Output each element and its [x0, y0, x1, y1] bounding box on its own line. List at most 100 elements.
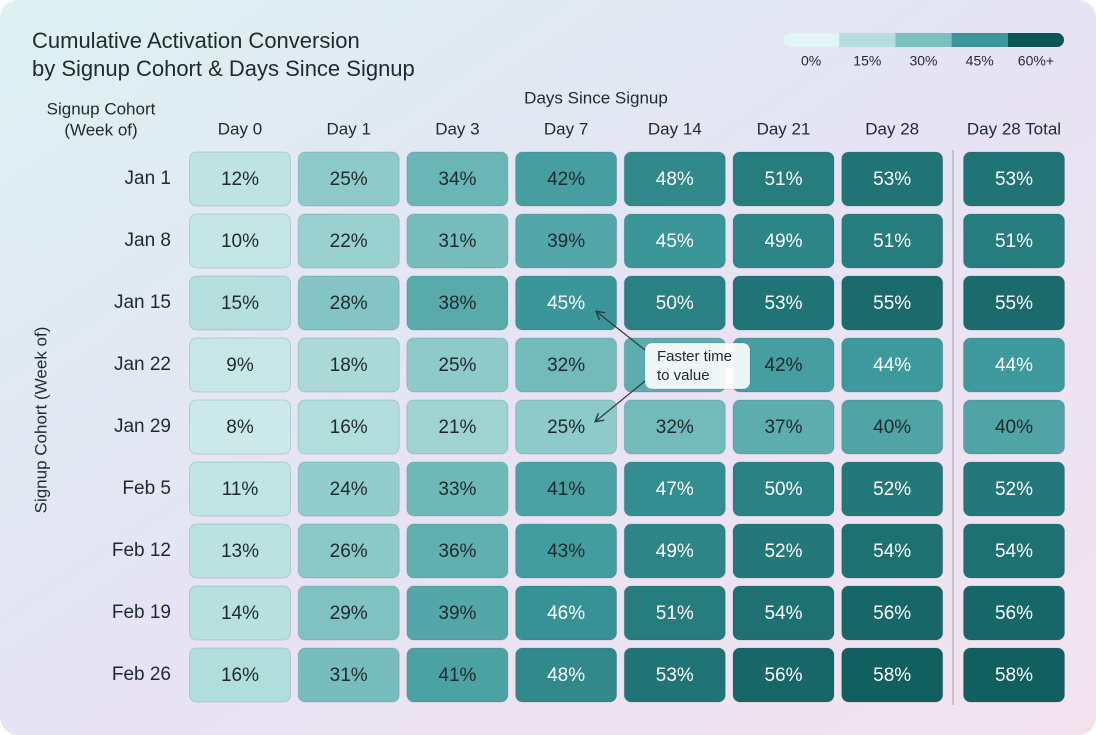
heatmap-cell — [515, 647, 618, 703]
heatmap-cell — [406, 399, 509, 455]
value-label: 41% — [438, 665, 476, 686]
row-label: Jan 15 — [114, 292, 171, 313]
heatmap-cell — [297, 275, 400, 331]
value-label: 53% — [764, 293, 802, 314]
value-label: 25% — [547, 417, 585, 438]
row-label: Feb 26 — [112, 664, 171, 685]
heatmap-cell — [963, 151, 1065, 207]
annotation-text: to value — [657, 367, 710, 384]
value-label: 47% — [656, 479, 694, 500]
heatmap-cell — [732, 151, 835, 207]
column-header: Day 28 — [865, 119, 919, 138]
legend: 0% 15% 30% 45% 60%+ — [783, 33, 1064, 69]
value-label: 43% — [547, 541, 585, 562]
value-label: 36% — [438, 541, 476, 562]
heatmap-cell — [297, 399, 400, 455]
heatmap-cell — [841, 647, 944, 703]
heatmap-cell — [623, 585, 726, 641]
value-label: 13% — [221, 541, 259, 562]
legend-cap — [1050, 33, 1064, 47]
value-label: 14% — [221, 603, 259, 624]
legend-swatch — [895, 33, 952, 47]
value-label: 56% — [764, 665, 802, 686]
value-label: 16% — [221, 665, 259, 686]
heatmap-cell — [297, 461, 400, 517]
value-label: 56% — [873, 603, 911, 624]
value-label: 10% — [221, 231, 259, 252]
row-label: Feb 12 — [112, 540, 171, 561]
heatmap-cell — [515, 213, 618, 269]
heatmap-cell — [515, 337, 618, 393]
value-label: 37% — [764, 417, 802, 438]
column-header: Day 7 — [544, 119, 588, 138]
value-label: 52% — [764, 541, 802, 562]
heatmap-cell — [297, 585, 400, 641]
value-label: 18% — [330, 355, 368, 376]
value-label: 48% — [656, 169, 694, 190]
heatmap-cell — [963, 213, 1065, 269]
heatmap-cell — [963, 585, 1065, 641]
value-label: 50% — [656, 293, 694, 314]
value-label: 28% — [330, 293, 368, 314]
heatmap-cell — [297, 337, 400, 393]
value-label: 31% — [438, 231, 476, 252]
value-label: 22% — [330, 231, 368, 252]
value-label: 32% — [547, 355, 585, 376]
heatmap-cell — [841, 399, 944, 455]
heatmap-cell — [406, 523, 509, 579]
heatmap-cell — [515, 461, 618, 517]
column-header: Day 3 — [435, 119, 479, 138]
heatmap-cell — [732, 585, 835, 641]
row-header: Signup Cohort — [47, 99, 156, 118]
heatmap-cell — [841, 461, 944, 517]
heatmap-cell — [515, 151, 618, 207]
column-header: Day 21 — [757, 119, 811, 138]
x-axis-title: Days Since Signup — [524, 88, 668, 107]
heatmap-cell — [732, 275, 835, 331]
row-label: Jan 22 — [114, 354, 171, 375]
heatmap-cell — [732, 523, 835, 579]
value-label: 38% — [438, 293, 476, 314]
heatmap-cell — [623, 151, 726, 207]
heatmap-cell — [963, 337, 1065, 393]
value-label: 41% — [547, 479, 585, 500]
heatmap-cell — [963, 647, 1065, 703]
value-label: 33% — [438, 479, 476, 500]
value-label: 58% — [995, 665, 1033, 686]
column-header: Day 1 — [326, 119, 370, 138]
value-label: 39% — [438, 603, 476, 624]
value-label: 55% — [995, 293, 1033, 314]
value-label: 51% — [656, 603, 694, 624]
heatmap-cell — [623, 275, 726, 331]
heatmap-cell — [623, 213, 726, 269]
column-header: Day 14 — [648, 119, 702, 138]
value-label: 45% — [656, 231, 694, 252]
value-label: 21% — [438, 417, 476, 438]
value-label: 53% — [995, 169, 1033, 190]
row-label: Jan 8 — [125, 230, 171, 251]
legend-swatch — [1007, 33, 1058, 47]
value-label: 44% — [873, 355, 911, 376]
legend-swatch — [789, 33, 840, 47]
legend-label: 45% — [966, 53, 994, 69]
heatmap-cell — [515, 275, 618, 331]
heatmap-cell — [841, 585, 944, 641]
heatmap-cell — [732, 647, 835, 703]
value-label: 58% — [873, 665, 911, 686]
legend-label: 30% — [909, 53, 937, 69]
row-label: Feb 5 — [122, 478, 171, 499]
heatmap-cell — [189, 213, 291, 269]
value-label: 8% — [226, 417, 254, 438]
chart-title: by Signup Cohort & Days Since Signup — [32, 56, 415, 81]
value-label: 40% — [873, 417, 911, 438]
annotation: Faster time to value — [596, 312, 751, 421]
heatmap-cell — [515, 523, 618, 579]
heatmap-cell — [963, 275, 1065, 331]
value-label: 24% — [330, 479, 368, 500]
annotation-text: Faster time — [657, 348, 732, 365]
heatmap-cell — [841, 213, 944, 269]
annotation-arrow — [596, 380, 646, 421]
heatmap-cell — [189, 337, 291, 393]
value-label: 44% — [995, 355, 1033, 376]
